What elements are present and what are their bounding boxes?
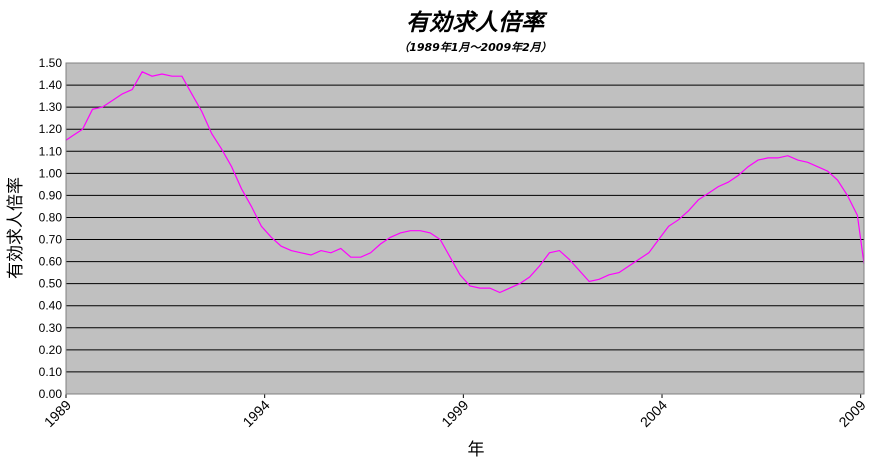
y-tick-label: 0.40: [39, 299, 63, 313]
y-tick-label: 0.30: [39, 321, 63, 335]
y-tick-label: 1.40: [39, 78, 63, 92]
chart-title: 有効求人倍率: [406, 10, 548, 36]
chart-subtitle: （1989年1月～2009年2月）: [398, 41, 552, 54]
plot-area: [66, 63, 864, 394]
y-tick-label: 0.90: [39, 188, 63, 202]
grid-lines: [66, 62, 864, 395]
x-tick-label: 1994: [239, 397, 272, 430]
y-tick-label: 1.10: [39, 144, 63, 158]
y-tick-label: 1.20: [39, 122, 63, 136]
y-tick-label: 0.80: [39, 210, 63, 224]
y-tick-label: 1.50: [39, 56, 63, 70]
x-axis-title: 年: [468, 440, 485, 460]
plot-border: [65, 62, 865, 395]
y-tick-label: 1.30: [39, 100, 63, 114]
y-tick-label: 1.00: [39, 166, 63, 180]
y-tick-label: 0.10: [39, 365, 63, 379]
y-tick-label: 0.70: [39, 233, 63, 247]
x-tick-label: 1999: [438, 397, 471, 430]
y-tick-label: 0.60: [39, 255, 63, 269]
x-tick-label: 2009: [835, 397, 868, 430]
y-axis-ticks: 0.00 0.10 0.20 0.30 0.40 0.50 0.60 0.70 0.80 0.90…: [39, 56, 63, 401]
x-axis-ticks: 1989 1994 1999 2004 2009: [41, 394, 869, 430]
y-axis-title: 有効求人倍率: [6, 177, 26, 279]
x-tick-label: 2004: [637, 397, 670, 430]
y-tick-label: 0.50: [39, 277, 63, 291]
y-tick-label: 0.20: [39, 343, 63, 357]
x-tick-label: 1989: [41, 397, 74, 430]
series-line: [65, 71, 865, 294]
y-tick-label: 0.00: [39, 387, 63, 401]
